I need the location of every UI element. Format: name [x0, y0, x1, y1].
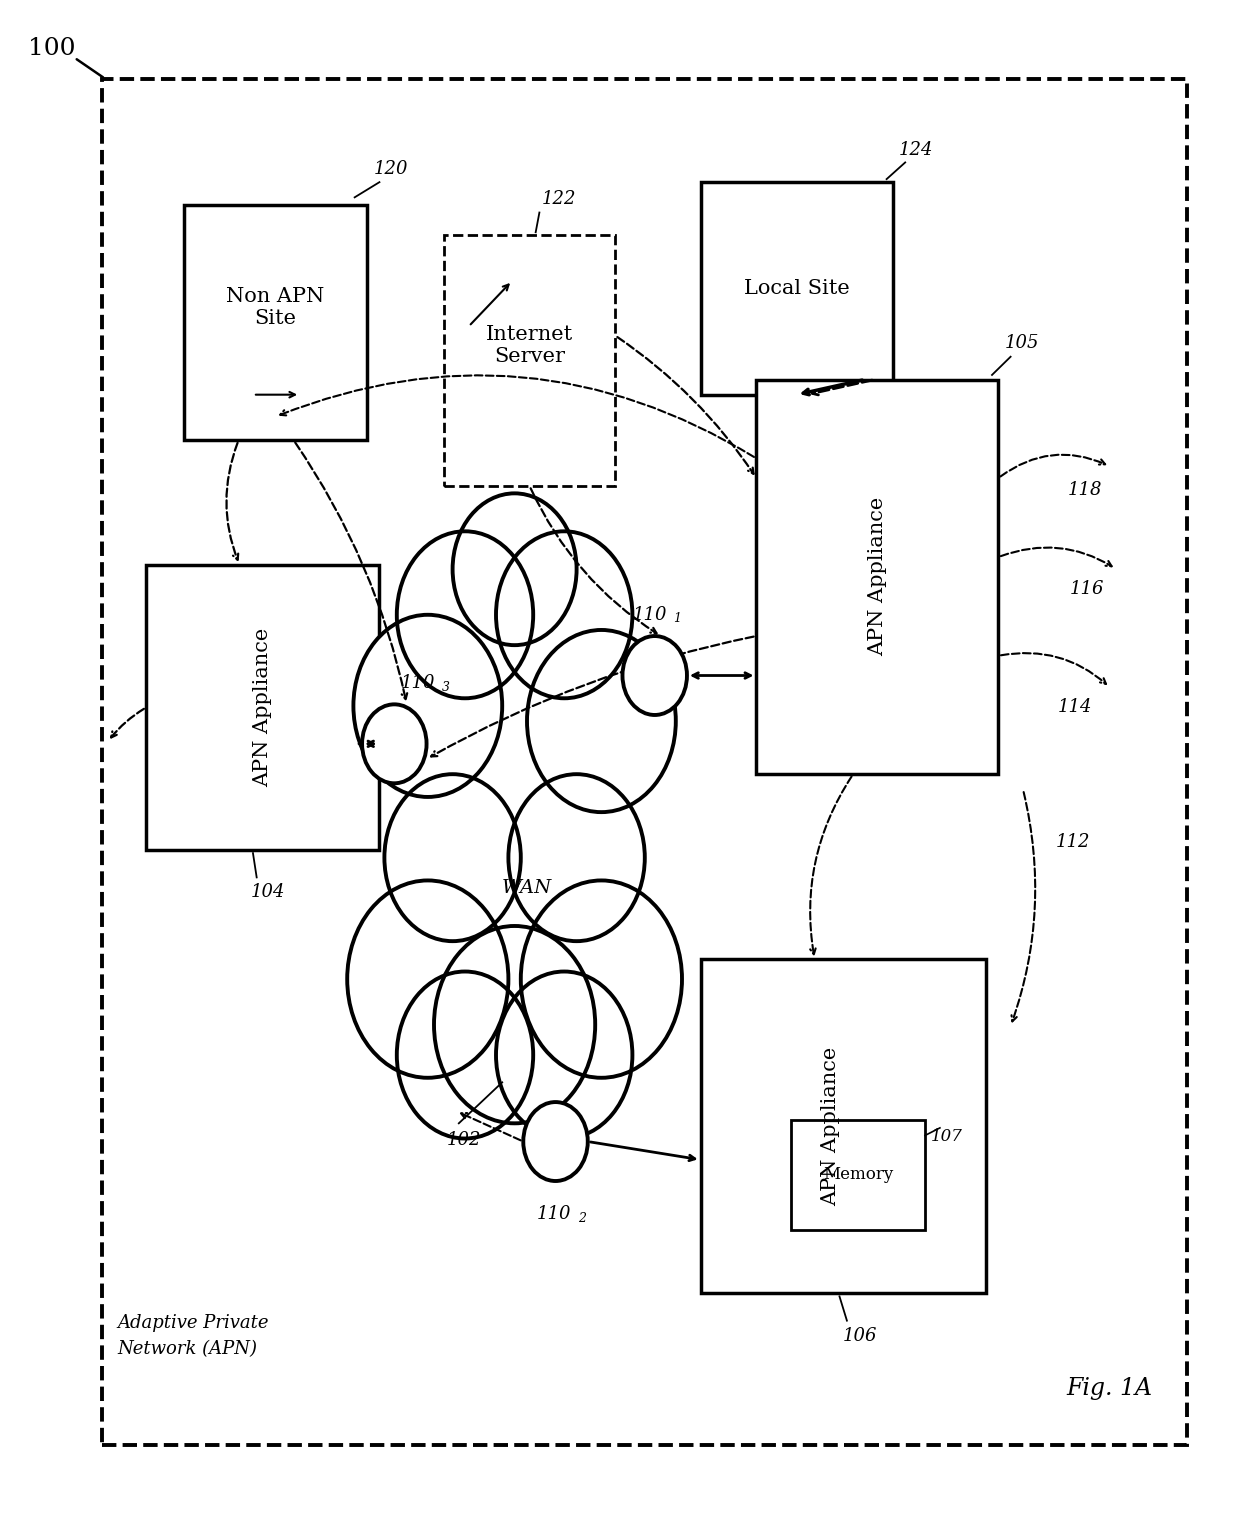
Text: Local Site: Local Site	[744, 279, 849, 298]
Text: 100: 100	[29, 36, 76, 61]
Circle shape	[521, 880, 682, 1078]
Text: 104: 104	[250, 883, 285, 902]
Circle shape	[434, 577, 595, 774]
Text: Fig. 1A: Fig. 1A	[1066, 1377, 1153, 1401]
Text: Internet
Server: Internet Server	[486, 325, 573, 366]
Text: WAN: WAN	[502, 879, 552, 897]
Text: 110: 110	[632, 606, 667, 624]
Text: APN Appliance: APN Appliance	[821, 1047, 841, 1205]
FancyBboxPatch shape	[791, 1120, 925, 1230]
Circle shape	[428, 842, 601, 1055]
Circle shape	[397, 531, 533, 698]
Circle shape	[347, 880, 508, 1078]
Text: 120: 120	[373, 159, 408, 178]
Circle shape	[622, 636, 687, 715]
Circle shape	[362, 704, 427, 783]
Text: 124: 124	[899, 141, 934, 159]
Text: 122: 122	[542, 190, 577, 208]
FancyBboxPatch shape	[701, 959, 986, 1293]
Text: 102: 102	[446, 1131, 481, 1149]
Circle shape	[353, 615, 502, 797]
FancyBboxPatch shape	[444, 235, 615, 486]
Text: Non APN
Site: Non APN Site	[226, 287, 325, 328]
Circle shape	[508, 774, 645, 941]
Text: APN Appliance: APN Appliance	[253, 628, 273, 786]
Text: 3: 3	[441, 680, 449, 694]
Text: 110: 110	[401, 674, 435, 692]
Text: 114: 114	[1058, 698, 1092, 716]
FancyBboxPatch shape	[184, 205, 367, 440]
Circle shape	[527, 630, 676, 812]
Text: 106: 106	[843, 1327, 878, 1345]
Text: 2: 2	[578, 1211, 585, 1225]
Text: 105: 105	[1004, 334, 1039, 352]
Circle shape	[384, 774, 521, 941]
Text: 116: 116	[1070, 580, 1105, 598]
Text: 112: 112	[1055, 833, 1090, 852]
FancyBboxPatch shape	[146, 565, 379, 850]
FancyBboxPatch shape	[756, 380, 998, 774]
Circle shape	[397, 972, 533, 1138]
Circle shape	[496, 531, 632, 698]
Text: Adaptive Private
Network (APN): Adaptive Private Network (APN)	[118, 1313, 269, 1359]
Circle shape	[428, 645, 601, 858]
Circle shape	[453, 493, 577, 645]
Circle shape	[434, 926, 595, 1123]
FancyBboxPatch shape	[102, 79, 1187, 1445]
Text: 110: 110	[537, 1205, 572, 1224]
Circle shape	[496, 972, 632, 1138]
Circle shape	[440, 782, 589, 964]
Text: 1: 1	[673, 612, 681, 625]
FancyBboxPatch shape	[701, 182, 893, 395]
Text: APN Appliance: APN Appliance	[868, 498, 887, 656]
Text: Memory: Memory	[823, 1166, 893, 1184]
Circle shape	[523, 1102, 588, 1181]
Text: 118: 118	[1068, 481, 1102, 499]
Text: 107: 107	[931, 1128, 963, 1145]
